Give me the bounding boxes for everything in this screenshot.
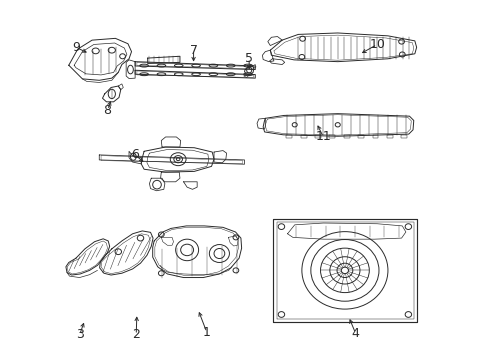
Text: 9: 9 [72,41,80,54]
Text: 7: 7 [189,44,197,57]
Text: 4: 4 [351,327,359,340]
Text: 6: 6 [131,148,139,161]
Text: 11: 11 [315,130,330,144]
Text: 5: 5 [244,51,253,64]
Text: 10: 10 [368,38,385,51]
Text: 3: 3 [76,328,83,341]
Text: 1: 1 [203,326,210,339]
Text: 2: 2 [132,328,140,341]
Text: 8: 8 [103,104,111,117]
